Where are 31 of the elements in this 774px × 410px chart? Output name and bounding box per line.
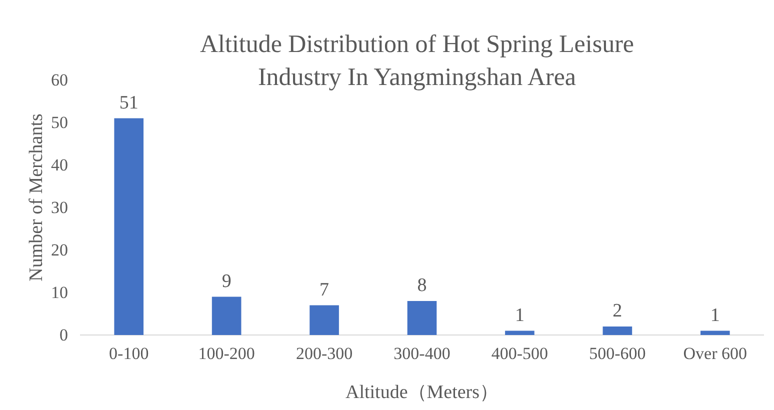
data-label: 7 <box>320 279 330 300</box>
x-tick-label: 0-100 <box>109 344 149 364</box>
data-label: 1 <box>710 304 720 326</box>
bar <box>407 301 437 335</box>
bar <box>505 330 534 335</box>
bar <box>114 118 144 335</box>
data-label: 8 <box>417 275 427 296</box>
data-label: 2 <box>612 300 622 322</box>
y-tick-label: 40 <box>51 155 68 174</box>
data-label: 1 <box>514 304 524 326</box>
y-tick-label: 20 <box>51 240 68 260</box>
data-label: 51 <box>119 92 138 114</box>
x-axis-title: Altitude（Meters） <box>345 382 499 403</box>
y-tick-label: 30 <box>51 198 68 217</box>
bar <box>212 296 242 335</box>
bar <box>310 305 339 335</box>
x-tick-label: 300-400 <box>394 344 450 364</box>
data-label: 9 <box>222 270 232 292</box>
y-tick-label: 50 <box>51 112 68 132</box>
x-tick-label: 500-600 <box>589 344 646 364</box>
y-axis-title: Number of Merchants <box>26 114 47 282</box>
x-tick-label: 100-200 <box>198 344 255 364</box>
bar <box>602 326 632 335</box>
bar <box>700 330 730 335</box>
x-tick-label: 400-500 <box>491 344 548 364</box>
y-tick-label: 0 <box>60 325 68 344</box>
x-tick-label: 200-300 <box>296 344 353 364</box>
y-tick-label: 60 <box>51 70 68 90</box>
chart-title: Altitude Distribution of Hot Spring Leisure Industry In Yangmingshan Area <box>200 31 634 91</box>
y-tick-label: 10 <box>51 282 68 302</box>
x-tick-label: Over 600 <box>683 344 748 364</box>
